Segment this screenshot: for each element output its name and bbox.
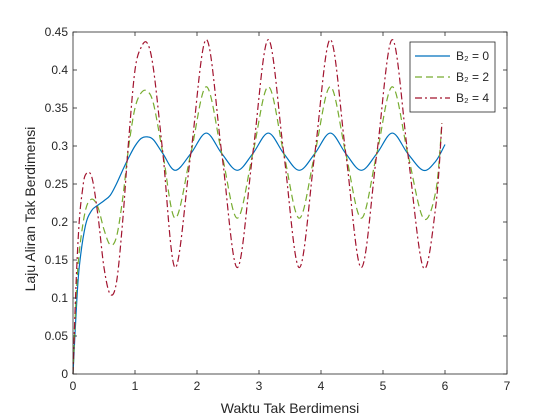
y-tick-label: 0.25	[45, 177, 69, 191]
y-tick-label: 0.3	[51, 139, 68, 153]
x-tick-label: 2	[194, 379, 201, 393]
legend-label-2: B₂ = 4	[456, 91, 489, 105]
legend-box	[409, 41, 496, 113]
y-tick-label: 0.2	[51, 215, 68, 229]
y-tick-label: 0.45	[45, 25, 69, 39]
legend-label-0: B₂ = 0	[456, 49, 489, 63]
x-tick-label: 0	[70, 379, 77, 393]
x-tick-label: 6	[442, 379, 449, 393]
x-axis-title: Waktu Tak Berdimensi	[221, 400, 360, 416]
y-tick-label: 0.35	[45, 101, 69, 115]
series-line-2	[72, 39, 443, 375]
y-tick-label: 0.05	[45, 329, 69, 343]
x-tick-label: 1	[132, 379, 139, 393]
y-tick-label: 0.4	[51, 63, 68, 77]
y-tick-label: 0.15	[45, 253, 69, 267]
series-line-1	[72, 86, 443, 375]
x-tick-label: 4	[318, 379, 325, 393]
axes: 0 1 2 3 4 5 6 7 0 0.05 0.1 0.15 0.2 0.25 0.3 0.35 0.4 0.4…	[45, 25, 511, 393]
y-tick-label: 0	[61, 367, 68, 381]
x-tick-label: 5	[380, 379, 387, 393]
legend-label-1: B₂ = 2	[456, 70, 489, 84]
plot-area	[72, 39, 446, 375]
axes-box	[72, 31, 508, 375]
y-axis-title: Laju Aliran Tak Berdimensi	[22, 127, 38, 292]
x-tick-label: 3	[256, 379, 263, 393]
y-tick-label: 0.1	[51, 291, 68, 305]
legend: B₂ = 0 B₂ = 2 B₂ = 4	[409, 41, 496, 113]
x-tick-label: 7	[504, 379, 511, 393]
